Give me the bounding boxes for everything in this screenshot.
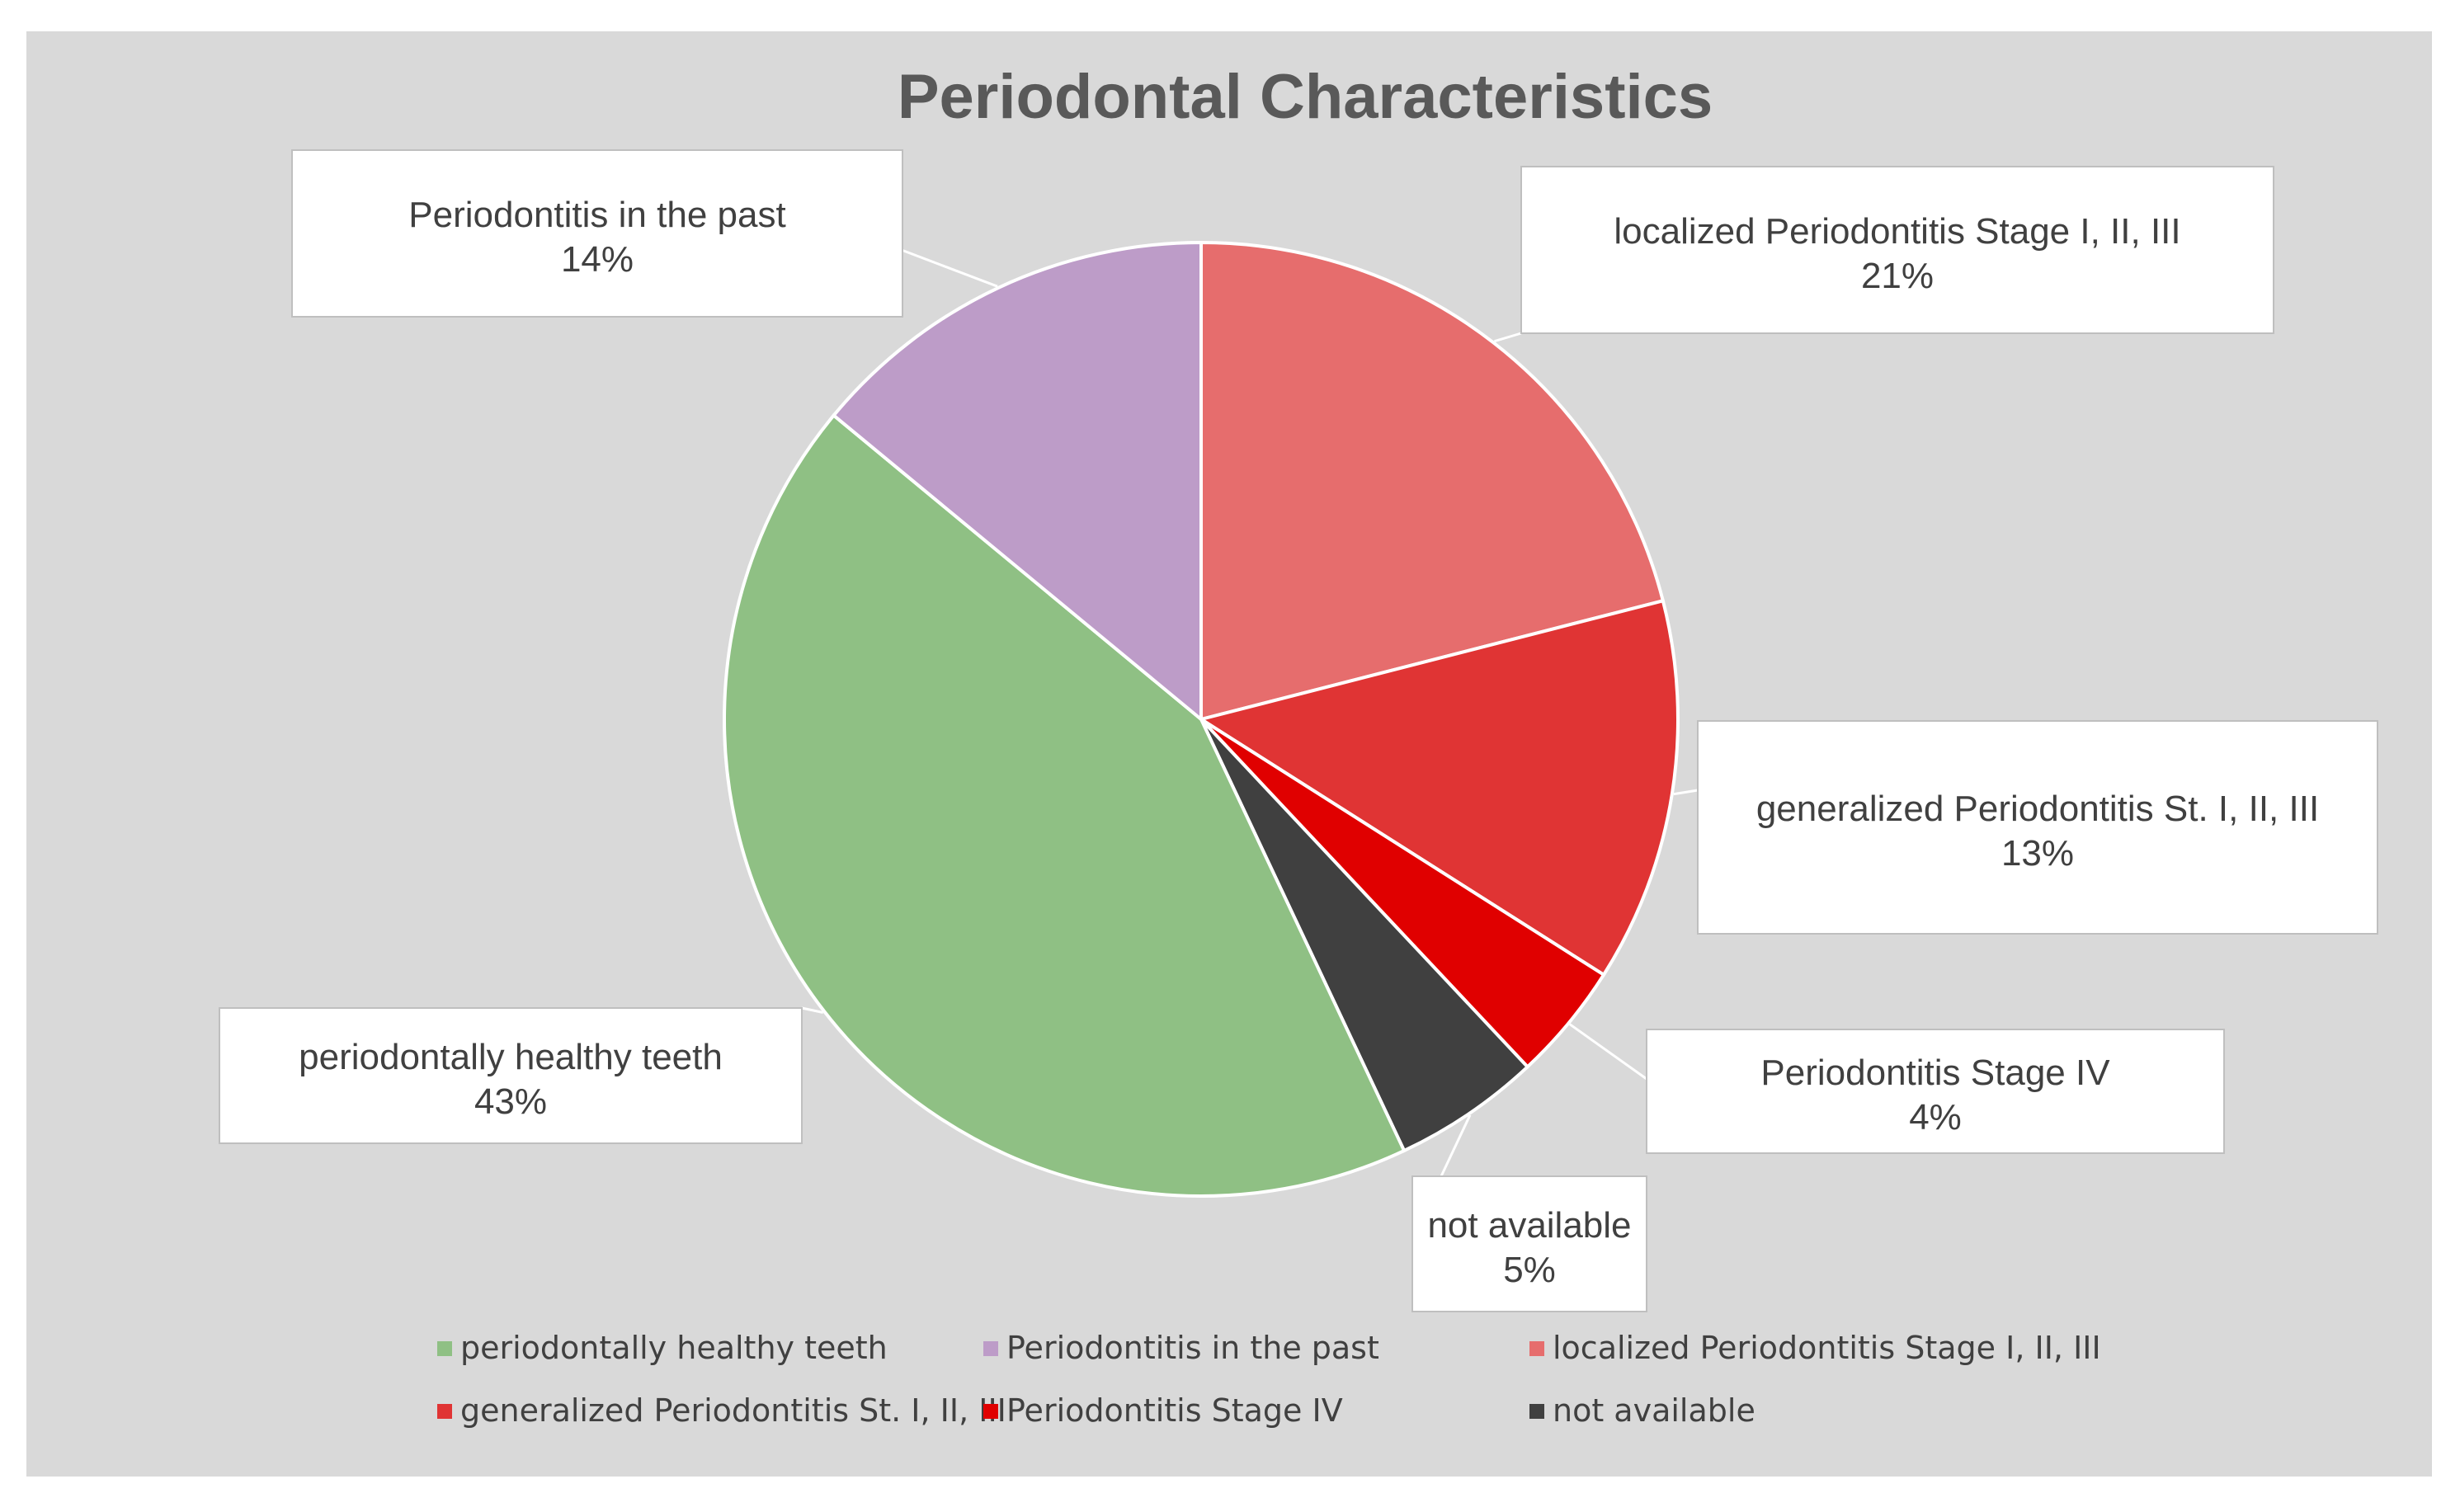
leader-line-5 (1440, 1114, 1472, 1177)
legend-label-0: periodontally healthy teeth (460, 1330, 888, 1366)
data-label-name-2: localized Periodontitis Stage I, II, III (1614, 211, 2180, 252)
legend-label-4: Periodontitis Stage IV (1006, 1392, 1343, 1429)
leader-line-4 (1569, 1023, 1647, 1081)
legend-swatch-4 (983, 1404, 998, 1419)
slices-layer (722, 240, 1680, 1198)
data-label-value-1: 14% (561, 239, 634, 280)
chart-area: Periodontal Characteristics periodontall… (26, 31, 2432, 1477)
data-label-value-0: 43% (474, 1081, 547, 1122)
data-label-box-2 (1520, 166, 2274, 334)
data-label-name-5: not available (1427, 1205, 1631, 1246)
legend: periodontally healthy teeth Periodontitis… (437, 1330, 2101, 1429)
data-label-name-4: Periodontitis Stage IV (1760, 1053, 2110, 1093)
leader-line-3 (1673, 789, 1699, 796)
pie-slice-2 (1199, 240, 1666, 722)
data-label-name-3: generalized Periodontitis St. I, II, III (1756, 789, 2319, 829)
legend-label-5: not available (1553, 1392, 1755, 1429)
data-label-name-1: Periodontitis in the past (408, 195, 785, 235)
data-label-box-5 (1411, 1175, 1647, 1312)
legend-swatch-0 (437, 1341, 452, 1356)
data-label-box-4 (1646, 1029, 2225, 1154)
legend-swatch-3 (437, 1404, 452, 1419)
pie-chart: Periodontal Characteristics periodontall… (219, 62, 2378, 1429)
chart-title: Periodontal Characteristics (898, 62, 1713, 132)
data-label-name-0: periodontally healthy teeth (299, 1037, 723, 1077)
pie-slice-1 (831, 240, 1203, 723)
pie-slice-5 (1199, 718, 1530, 1153)
leader-line-1 (888, 243, 998, 288)
data-label-value-5: 5% (1503, 1250, 1556, 1290)
data-label-value-4: 4% (1909, 1097, 1962, 1138)
data-label-value-2: 21% (1861, 256, 1934, 296)
data-label-box-0 (219, 1007, 803, 1144)
leader-lines (801, 243, 1699, 1177)
leader-line-0 (801, 1006, 824, 1014)
data-label-value-3: 13% (2001, 833, 2074, 874)
pie-slice-0 (722, 412, 1407, 1198)
legend-swatch-1 (983, 1341, 998, 1356)
legend-swatch-2 (1529, 1341, 1544, 1356)
pie-slice-3 (1197, 598, 1680, 977)
data-label-box-3 (1697, 720, 2378, 935)
legend-label-2: localized Periodontitis Stage I, II, III (1553, 1330, 2101, 1366)
legend-label-3: generalized Periodontitis St. I, II, III (460, 1392, 1006, 1429)
leader-line-2 (1494, 332, 1522, 343)
legend-label-1: Periodontitis in the past (1006, 1330, 1379, 1366)
legend-swatch-5 (1529, 1404, 1544, 1419)
data-label-box-1 (291, 149, 903, 318)
